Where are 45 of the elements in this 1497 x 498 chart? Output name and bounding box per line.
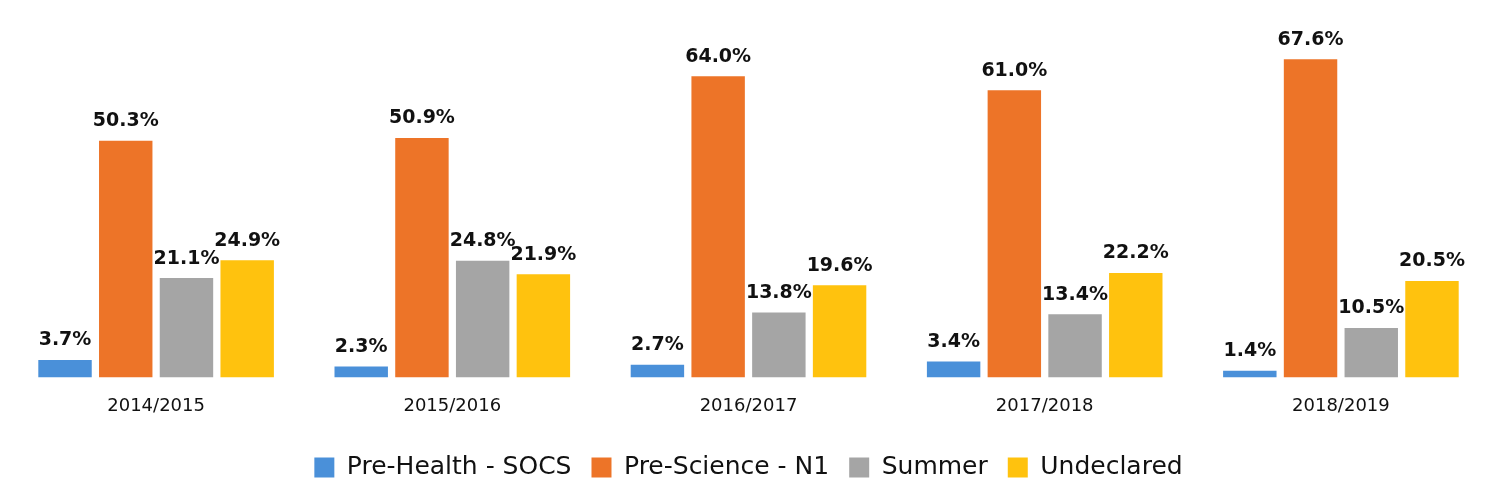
data-label: 3.4% <box>927 328 980 351</box>
data-label: 3.7% <box>38 327 92 350</box>
bar <box>159 278 214 378</box>
data-label: 20.5% <box>1399 248 1465 271</box>
data-label: 64.0% <box>685 43 752 66</box>
x-tick-label: 2014/2015 <box>107 393 205 415</box>
data-label: 22.2% <box>1102 240 1169 263</box>
bar <box>691 76 745 378</box>
bar <box>395 137 449 378</box>
bar <box>1109 272 1163 378</box>
bar <box>1283 59 1338 378</box>
legend-label: Pre-Science - N1 <box>623 451 830 480</box>
bar <box>812 285 867 378</box>
data-label: 2.7% <box>631 332 684 355</box>
bar <box>334 366 388 378</box>
bar <box>1048 314 1102 378</box>
data-label: 2.3% <box>334 334 388 357</box>
data-label: 50.9% <box>388 105 455 128</box>
x-tick-label: 2017/2018 <box>995 393 1094 415</box>
bar <box>1223 370 1277 378</box>
bar <box>220 260 274 378</box>
bar <box>455 260 510 378</box>
data-label: 1.4% <box>1223 338 1277 361</box>
legend-label: Undeclared <box>1040 451 1183 480</box>
x-tick-label: 2018/2019 <box>1292 393 1390 415</box>
bar <box>1344 327 1398 378</box>
bar <box>516 274 571 378</box>
x-tick-label: 2015/2016 <box>403 393 502 415</box>
legend-label: Summer <box>881 451 989 480</box>
bar <box>99 140 153 378</box>
bar <box>752 312 806 378</box>
bar <box>38 359 92 378</box>
bar <box>987 90 1042 378</box>
data-label: 61.0% <box>981 57 1048 80</box>
data-label: 67.6% <box>1277 26 1344 49</box>
bar <box>926 361 981 378</box>
data-label: 10.5% <box>1338 295 1405 318</box>
bar <box>1405 280 1459 378</box>
data-label: 50.3% <box>92 108 159 131</box>
bar <box>630 364 685 378</box>
legend-label: Pre-Health - SOCS <box>346 451 572 480</box>
data-label: 13.8% <box>745 279 812 302</box>
x-tick-label: 2016/2017 <box>699 393 798 415</box>
data-label: 13.4% <box>1042 281 1109 304</box>
data-label: 19.6% <box>806 252 873 275</box>
